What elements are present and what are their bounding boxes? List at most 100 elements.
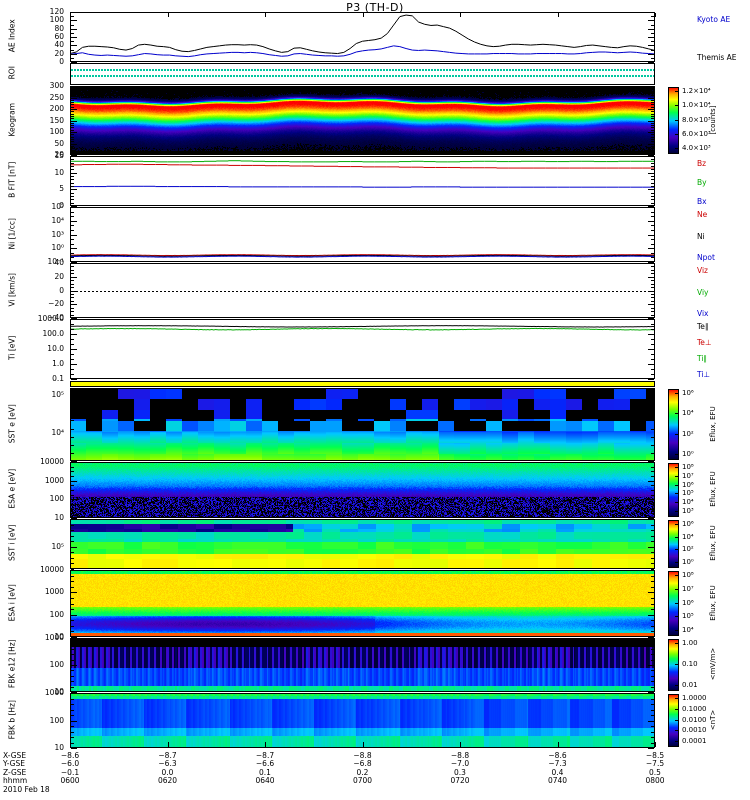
x-axis-x-gse-1: −8.7 bbox=[158, 751, 177, 760]
x-axis-z-gse-0: −0.1 bbox=[60, 767, 80, 777]
y-tick-ti-3: 1.0 bbox=[52, 359, 64, 368]
colorbar-label-esa-i-2: 10⁶ bbox=[682, 598, 694, 607]
x-axis-z-gse-6: 0.5 bbox=[649, 767, 661, 777]
colorbar-label-fbk-e12-2: 0.01 bbox=[682, 681, 698, 689]
x-axis-x-gse-5: −8.6 bbox=[548, 751, 567, 760]
colorbar-label-fbk-e12-0: 1.00 bbox=[682, 639, 698, 647]
trace-legend-vi-0: Viz bbox=[697, 266, 708, 275]
colorbar-label-sst-i-0: 10⁶ bbox=[682, 520, 694, 528]
trace-legend-b-fit-2: Bx bbox=[697, 197, 707, 206]
y-tick-keogram-1: 250 bbox=[49, 92, 64, 102]
y-tick-ni-0: 10⁵ bbox=[51, 202, 64, 211]
colorbar-label-sst-e-3: 10⁰ bbox=[682, 450, 694, 458]
x-axis-x-gse-2: −8.7 bbox=[255, 751, 275, 760]
colorbar-label-fbk-b-1: 0.1000 bbox=[682, 704, 707, 713]
x-axis-row-label-hhmm: hhmm bbox=[3, 776, 28, 786]
x-axis-hhmm-2: 0640 bbox=[255, 776, 275, 786]
y-axis-label-sst-e: SST e [eV] bbox=[7, 403, 17, 443]
y-tick-sst-e-0: 10⁵ bbox=[51, 390, 64, 400]
x-axis-y-gse-5: −7.3 bbox=[548, 759, 567, 769]
y-tick-b-fit-3: 0 bbox=[59, 201, 64, 210]
y-tick-ae-index-1: 100 bbox=[49, 15, 64, 25]
y-tick-ti-2: 10.0 bbox=[47, 344, 64, 353]
y-tick-fbk-e12-0: 1000 bbox=[44, 633, 64, 642]
y-tick-ti-4: 0.1 bbox=[52, 374, 64, 383]
x-axis-y-gse-4: −7.0 bbox=[450, 759, 470, 769]
y-tick-vi-2: 0 bbox=[59, 285, 64, 295]
x-axis-row-label-y-gse: Y-GSE bbox=[3, 759, 25, 769]
y-tick-ae-index-6: 0 bbox=[59, 57, 64, 66]
x-axis-y-gse-3: −6.8 bbox=[353, 759, 372, 769]
y-tick-fbk-b-0: 1000 bbox=[44, 688, 64, 697]
colorbar-title-keogram: [counts] bbox=[709, 105, 717, 134]
trace-legend-ae-index-1: Themis AE bbox=[697, 53, 737, 62]
trace-legend-ti-2: Ti∥ bbox=[697, 354, 708, 363]
colorbar-label-keogram-0: 1.2×10⁴ bbox=[682, 87, 711, 95]
y-tick-esa-e-3: 10 bbox=[54, 513, 64, 522]
y-tick-ae-index-3: 60 bbox=[54, 32, 64, 41]
y-tick-esa-i-2: 100 bbox=[49, 609, 64, 619]
colorbar-title-sst-e: Eflux, EFU bbox=[709, 405, 717, 442]
x-axis-hhmm-1: 0620 bbox=[157, 776, 178, 786]
y-tick-fbk-e12-2: 10 bbox=[54, 687, 64, 696]
colorbar-label-esa-e-3: 10⁵ bbox=[682, 489, 694, 498]
y-tick-ni-4: 10⁻¹ bbox=[47, 257, 64, 266]
colorbar-label-esa-i-3: 10⁵ bbox=[682, 612, 694, 621]
colorbar-title-fbk-b: <nT> bbox=[709, 709, 717, 730]
colorbar-label-fbk-b-2: 0.0100 bbox=[682, 715, 707, 724]
y-tick-ni-3: 10⁰ bbox=[51, 243, 64, 253]
colorbar-label-fbk-b-3: 0.0010 bbox=[682, 726, 707, 735]
colorbar-label-sst-e-1: 10⁴ bbox=[682, 409, 694, 418]
x-axis-hhmm-0: 0600 bbox=[60, 776, 80, 786]
x-axis-hhmm-6: 0800 bbox=[645, 776, 665, 786]
trace-legend-b-fit-0: Bz bbox=[697, 159, 707, 168]
colorbar-label-sst-i-1: 10⁴ bbox=[682, 532, 694, 541]
colorbar-label-esa-e-4: 10⁴ bbox=[682, 498, 694, 507]
colorbar-label-keogram-3: 6.0×10³ bbox=[682, 129, 711, 138]
y-tick-esa-i-1: 1000 bbox=[44, 587, 64, 597]
colorbar-label-esa-e-1: 10⁷ bbox=[682, 471, 694, 480]
y-tick-ni-1: 10⁴ bbox=[51, 215, 64, 225]
x-axis-z-gse-5: 0.4 bbox=[551, 767, 564, 777]
trace-legend-ni-1: Ni bbox=[697, 231, 705, 241]
y-tick-ae-index-0: 120 bbox=[49, 7, 64, 16]
colorbar-label-esa-e-5: 10³ bbox=[682, 507, 694, 515]
colorbar-label-keogram-1: 1.0×10⁴ bbox=[682, 101, 711, 110]
x-axis-x-gse-4: −8.8 bbox=[450, 751, 470, 760]
x-axis-z-gse-3: 0.2 bbox=[356, 767, 369, 777]
colorbar-label-sst-e-2: 10² bbox=[682, 429, 694, 438]
colorbar-label-fbk-b-0: 1.0000 bbox=[682, 694, 707, 702]
y-tick-esa-e-1: 1000 bbox=[44, 475, 64, 485]
y-tick-vi-1: 20 bbox=[54, 271, 64, 281]
colorbar-label-keogram-2: 8.0×10³ bbox=[682, 115, 711, 124]
colorbar-label-esa-e-0: 10⁸ bbox=[682, 463, 694, 471]
y-tick-ti-0: 1000.0 bbox=[37, 314, 64, 323]
colorbar-label-sst-e-0: 10⁶ bbox=[682, 389, 694, 397]
colorbar-label-esa-e-2: 10⁶ bbox=[682, 480, 694, 489]
y-tick-b-fit-2: 5 bbox=[59, 184, 64, 194]
y-tick-keogram-5: 50 bbox=[54, 138, 64, 148]
y-tick-keogram-6: 20 bbox=[54, 150, 64, 159]
y-tick-vi-4: −40 bbox=[48, 313, 64, 322]
colorbar-label-sst-i-3: 10⁰ bbox=[682, 558, 694, 566]
x-axis-hhmm-5: 0740 bbox=[547, 776, 568, 786]
x-axis-x-gse-6: −8.5 bbox=[645, 751, 665, 760]
trace-legend-ti-0: Te∥ bbox=[697, 322, 709, 331]
y-tick-b-fit-1: 10 bbox=[54, 167, 64, 177]
colorbar-label-esa-i-0: 10⁸ bbox=[682, 571, 694, 579]
x-axis-hhmm-3: 0700 bbox=[352, 776, 373, 786]
x-axis-row-label-z-gse: Z-GSE bbox=[3, 767, 27, 777]
y-tick-sst-e-1: 10⁴ bbox=[51, 428, 64, 438]
x-axis-x-gse-3: −8.8 bbox=[353, 751, 372, 760]
x-axis-z-gse-2: 0.1 bbox=[259, 767, 271, 777]
y-tick-ae-index-5: 20 bbox=[54, 48, 64, 58]
y-tick-keogram-3: 150 bbox=[49, 115, 64, 125]
y-tick-esa-e-0: 10000 bbox=[40, 457, 64, 466]
trace-legend-ni-2: Npot bbox=[697, 253, 715, 262]
y-axis-label-esa-e: ESA e [eV] bbox=[7, 468, 17, 509]
trace-legend-ti-1: Te⊥ bbox=[697, 338, 712, 347]
x-axis-z-gse-1: 0.0 bbox=[161, 767, 174, 777]
